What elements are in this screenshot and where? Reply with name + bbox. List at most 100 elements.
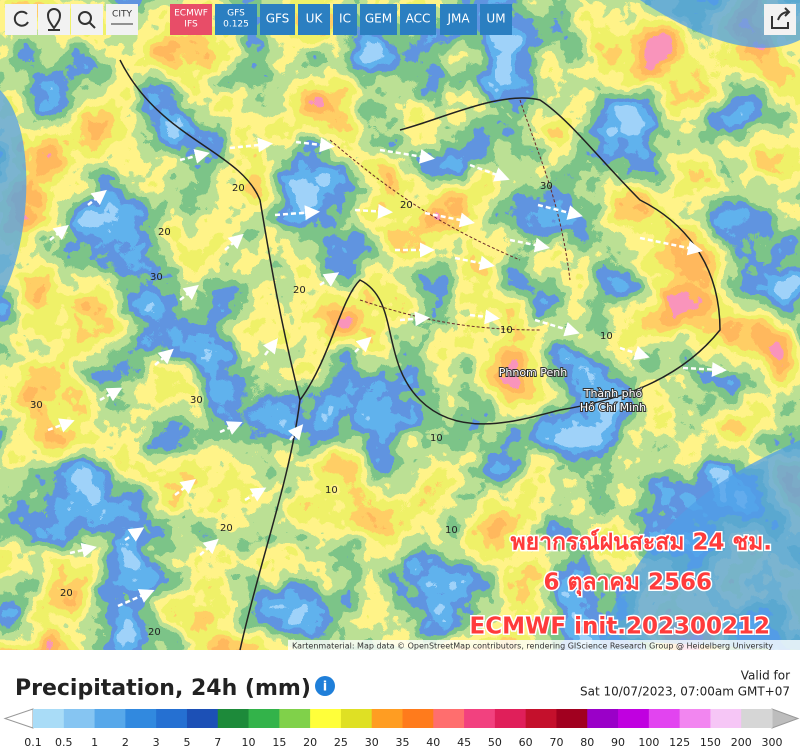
colorbar-swatch — [618, 709, 650, 728]
refresh-icon — [13, 10, 29, 27]
model-button[interactable] — [440, 4, 477, 35]
wind-arrow — [287, 424, 304, 441]
refresh-button[interactable] — [5, 4, 37, 35]
colorbar-label: 45 — [457, 736, 471, 749]
model-label: JMA — [446, 12, 470, 26]
contour-label: 20 — [232, 183, 245, 194]
wind-arrow — [69, 542, 97, 558]
wind-arrow — [454, 255, 495, 271]
model-button[interactable] — [298, 4, 330, 35]
colorbar-swatch — [310, 709, 342, 728]
model-button[interactable] — [333, 4, 357, 35]
overlay-line: พยากรณ์ฝนสะสม 24 ชม. — [511, 529, 773, 556]
sea — [0, 0, 800, 650]
share-icon — [771, 7, 791, 29]
model-button[interactable] — [480, 4, 512, 35]
contour-label: 20 — [220, 523, 233, 534]
wind-arrow — [229, 137, 273, 153]
colorbar: 0.1 0.5 1 2 3 5 7 10 15 20 25 30 35 40 45 50 60 70 80 90 100… — [3, 708, 800, 749]
model-label: IC — [339, 12, 351, 26]
contour-label: 30 — [150, 272, 163, 283]
colorbar-label: 60 — [519, 736, 533, 749]
colorbar-swatch — [33, 709, 65, 728]
wind-arrow — [262, 338, 279, 356]
wind-arrow — [49, 224, 69, 241]
legend-panel — [0, 651, 800, 751]
wind-arrow — [537, 203, 583, 220]
colorbar-label: 200 — [731, 736, 752, 749]
model-label: GFS — [266, 12, 290, 26]
contour-label: 20 — [400, 200, 413, 211]
colorbar-label: 300 — [762, 736, 783, 749]
wind-arrow — [319, 272, 340, 287]
colorbar-swatch — [125, 709, 157, 728]
model-button[interactable] — [260, 4, 295, 35]
wind-arrows — [47, 137, 727, 608]
model-button[interactable] — [170, 4, 212, 35]
colorbar-swatch — [525, 709, 557, 728]
city-button[interactable] — [106, 4, 138, 35]
model-button[interactable] — [360, 4, 397, 35]
colorbar-swatch — [248, 709, 280, 728]
wind-arrow — [47, 418, 75, 433]
wind-arrow — [295, 137, 335, 153]
colorbar-swatch — [679, 709, 711, 728]
overlay-text: พยากรณ์ฝนสะสม 24 ชม. 6 ตุลาคม 2566 ECMWF… — [468, 527, 773, 641]
wind-arrow — [639, 236, 703, 256]
border — [329, 99, 571, 331]
model-label: UM — [486, 12, 505, 26]
contour-label: 10 — [500, 325, 513, 336]
info-button[interactable] — [315, 676, 335, 696]
colorbar-label: 125 — [669, 736, 690, 749]
colorbar-label: 30 — [365, 736, 379, 749]
colorbar-swatch — [279, 709, 311, 728]
contour-label: 20 — [293, 285, 306, 296]
colorbar-label: 20 — [303, 736, 317, 749]
wind-arrow — [124, 527, 145, 542]
colorbar-label: 10 — [242, 736, 256, 749]
colorbar-swatch — [741, 709, 773, 728]
colorbar-label: 0.1 — [24, 736, 42, 749]
wind-arrow — [199, 538, 219, 556]
colorbar-label: 3 — [153, 736, 160, 749]
zoom-icon-handle — [88, 21, 96, 29]
colorbar-swatch — [464, 709, 496, 728]
wind-arrow — [379, 148, 435, 164]
model-button[interactable] — [215, 4, 257, 35]
share-button[interactable] — [764, 4, 796, 35]
wind-arrow — [469, 309, 500, 325]
wind-arrow — [174, 478, 196, 496]
colorbar-label: 2 — [122, 736, 129, 749]
colorbar-swatch — [340, 709, 373, 728]
colorbar-swatch — [186, 709, 219, 728]
colorbar-label: 15 — [272, 736, 286, 749]
model-button[interactable] — [400, 4, 436, 35]
zoom-button[interactable] — [71, 4, 103, 35]
colorbar-label: 90 — [611, 736, 625, 749]
model-label: ACC — [406, 12, 431, 26]
valid-time: Sat 10/07/2023, 07:00am GMT+07 — [580, 685, 790, 699]
contour-label: 30 — [190, 395, 203, 406]
colorbar-label: 25 — [334, 736, 348, 749]
wind-arrow — [354, 336, 372, 353]
zoom-icon — [78, 11, 92, 25]
colorbar-label: 150 — [700, 736, 721, 749]
wind-arrow — [399, 311, 430, 327]
contour-label: 30 — [540, 181, 553, 192]
attribution[interactable]: Kartenmaterial: Map data © OpenStreetMap… — [292, 642, 773, 651]
boundary — [119, 59, 721, 651]
wind-arrow — [219, 421, 243, 435]
locate-icon — [46, 8, 62, 31]
wind-arrow — [244, 487, 267, 502]
contour-label: 10 — [325, 485, 338, 496]
model-label: UK — [306, 12, 324, 26]
colorbar-label: 80 — [580, 736, 594, 749]
model-label: IFS — [184, 20, 198, 30]
model-label: 0.125 — [223, 20, 249, 30]
wind-arrow — [509, 237, 550, 253]
colorbar-swatch — [217, 709, 250, 728]
colorbar-label: 1 — [91, 736, 98, 749]
